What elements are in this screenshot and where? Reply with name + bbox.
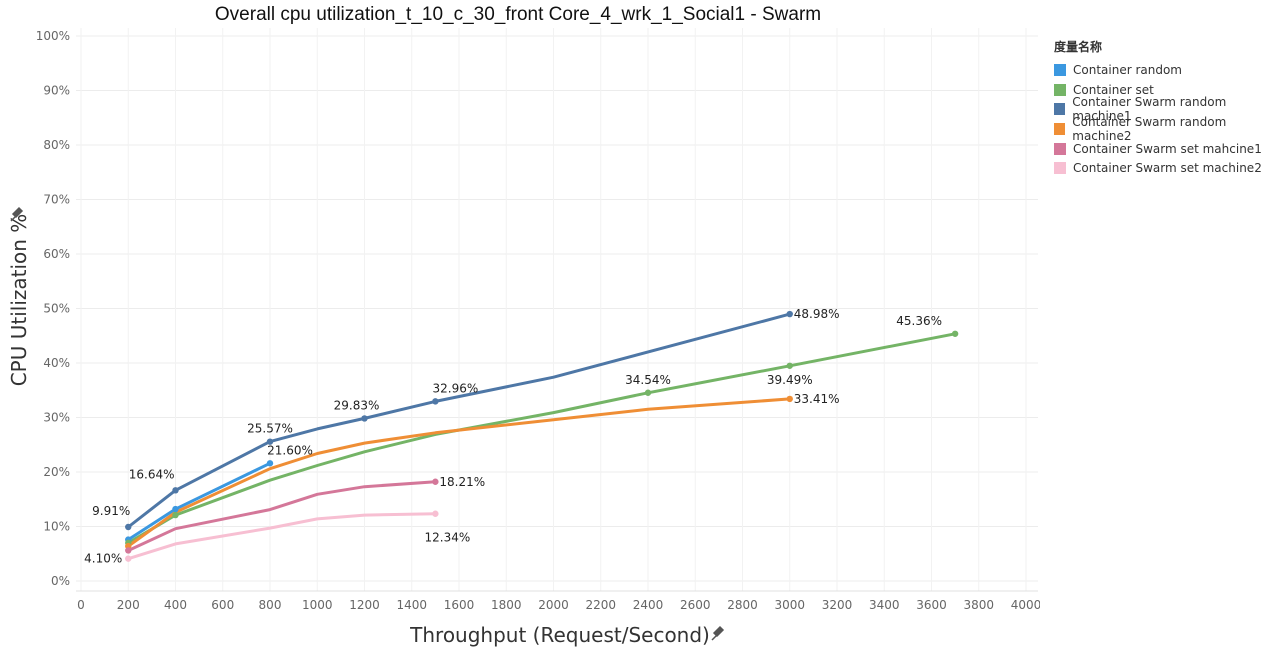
data-point bbox=[125, 555, 132, 562]
data-label: 32.96% bbox=[432, 381, 478, 395]
y-tick-label: 20% bbox=[43, 465, 70, 479]
x-tick-label: 2400 bbox=[633, 598, 664, 612]
legend: 度量名称 Container random Container set Contai… bbox=[1054, 38, 1276, 178]
legend-item[interactable]: Container Swarm set machine2 bbox=[1054, 158, 1276, 178]
chart-title: Overall cpu utilization_t_10_c_30_front … bbox=[214, 4, 822, 25]
y-axis-pin-icon bbox=[10, 206, 24, 222]
x-tick-label: 2000 bbox=[538, 598, 569, 612]
data-label: 21.60% bbox=[267, 443, 313, 457]
legend-label: Container random bbox=[1073, 62, 1182, 77]
series-line bbox=[126, 397, 792, 548]
data-label: 39.49% bbox=[767, 373, 813, 387]
x-tick-label: 800 bbox=[259, 598, 282, 612]
y-tick-label: 10% bbox=[43, 520, 70, 534]
data-label: 33.41% bbox=[794, 392, 840, 406]
x-tick-label: 2800 bbox=[727, 598, 758, 612]
x-tick-label: 4000 bbox=[1011, 598, 1040, 612]
y-tick-label: 80% bbox=[43, 138, 70, 152]
x-tick-label: 3000 bbox=[774, 598, 805, 612]
data-point bbox=[432, 510, 439, 517]
line-chart: 0% 10% 20% 30% 40% 50% 60% 70% 80% 90% 100% 0 200 400… bbox=[7, 28, 1040, 647]
plot-area bbox=[76, 28, 1036, 591]
x-tick-label: 3600 bbox=[916, 598, 947, 612]
legend-swatch bbox=[1054, 162, 1066, 175]
y-tick-label: 100% bbox=[36, 29, 70, 43]
x-tick-label: 3800 bbox=[963, 598, 994, 612]
x-tick-label: 3400 bbox=[869, 598, 900, 612]
series-line bbox=[126, 312, 792, 529]
legend-swatch bbox=[1054, 103, 1066, 116]
legend-label: Container Swarm random machine2 bbox=[1072, 114, 1227, 143]
data-point bbox=[172, 505, 179, 513]
x-tick-label: 2200 bbox=[585, 598, 616, 612]
x-tick-label: 1600 bbox=[444, 598, 475, 612]
data-label: 25.57% bbox=[247, 422, 293, 436]
legend-label: Container set bbox=[1073, 82, 1154, 97]
data-point bbox=[432, 398, 439, 405]
data-point bbox=[644, 389, 652, 396]
data-point bbox=[172, 487, 179, 494]
x-tick-label: 1200 bbox=[349, 598, 380, 612]
x-tick-label: 600 bbox=[211, 598, 234, 612]
data-point bbox=[361, 415, 368, 422]
series-line bbox=[126, 512, 437, 561]
data-label: 45.36% bbox=[896, 314, 942, 328]
legend-label: Container Swarm random machine1 bbox=[1072, 95, 1227, 124]
legend-swatch bbox=[1054, 142, 1066, 155]
data-point bbox=[786, 395, 793, 403]
y-tick-label: 0% bbox=[51, 574, 70, 588]
data-point bbox=[951, 330, 959, 337]
y-tick-label: 60% bbox=[43, 247, 70, 261]
y-tick-label: 70% bbox=[43, 193, 70, 207]
x-tick-label: 200 bbox=[117, 598, 140, 612]
data-label: 18.21% bbox=[439, 475, 485, 489]
x-tick-label: 400 bbox=[164, 598, 187, 612]
y-tick-label: 40% bbox=[43, 356, 70, 370]
legend-item[interactable]: Container Swarm random machine1 bbox=[1054, 95, 1276, 123]
legend-swatch bbox=[1054, 83, 1066, 96]
y-axis-label: CPU Utilization % bbox=[7, 214, 31, 387]
legend-item[interactable]: Container set bbox=[1054, 80, 1276, 100]
data-label: 9.91% bbox=[92, 504, 130, 518]
series-line bbox=[126, 332, 957, 545]
x-tick-label: 1000 bbox=[302, 598, 333, 612]
data-point bbox=[432, 478, 439, 485]
x-tick-label: 1400 bbox=[396, 598, 427, 612]
x-axis-label: Throughput (Request/Second) bbox=[409, 623, 710, 647]
x-tick-label: 0 bbox=[77, 598, 85, 612]
x-tick-label: 2600 bbox=[680, 598, 711, 612]
data-label: 34.54% bbox=[625, 373, 671, 387]
data-point bbox=[172, 511, 179, 519]
legend-label: Container Swarm set machine2 bbox=[1073, 161, 1262, 176]
y-tick-label: 50% bbox=[43, 302, 70, 316]
data-point bbox=[266, 460, 274, 467]
x-tick-label: 3200 bbox=[822, 598, 853, 612]
legend-swatch bbox=[1054, 122, 1066, 135]
legend-item[interactable]: Container Swarm random machine2 bbox=[1054, 115, 1276, 143]
legend-item[interactable]: Container Swarm set mahcine1 bbox=[1054, 139, 1276, 159]
data-label: 48.98% bbox=[794, 307, 840, 321]
legend-item[interactable]: Container random bbox=[1054, 60, 1276, 80]
data-point bbox=[266, 438, 274, 445]
data-point bbox=[125, 523, 132, 531]
y-tick-label: 30% bbox=[43, 411, 70, 425]
x-tick-label: 1800 bbox=[491, 598, 522, 612]
data-label: 4.10% bbox=[84, 552, 122, 566]
legend-label: Container Swarm set mahcine1 bbox=[1073, 141, 1262, 156]
data-label: 12.34% bbox=[424, 531, 470, 545]
series-line bbox=[126, 480, 437, 552]
legend-swatch bbox=[1054, 63, 1066, 76]
y-tick-label: 90% bbox=[43, 84, 70, 98]
data-point bbox=[786, 310, 793, 318]
legend-title: 度量名称 bbox=[1054, 40, 1103, 54]
data-label: 16.64% bbox=[129, 467, 175, 481]
data-label: 29.83% bbox=[334, 398, 380, 412]
data-point bbox=[125, 547, 132, 554]
x-axis-pin-icon bbox=[711, 625, 725, 641]
data-point bbox=[786, 362, 793, 369]
